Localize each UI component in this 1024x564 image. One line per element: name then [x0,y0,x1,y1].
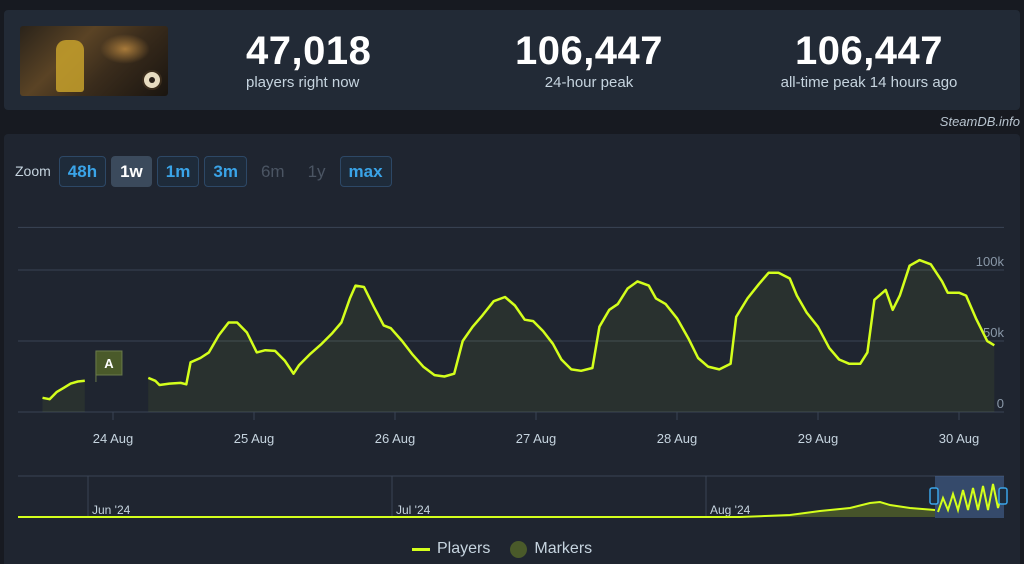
legend-markers[interactable]: Markers [510,540,592,558]
legend-markers-label: Markers [534,540,593,557]
x-tick-label: 24 Aug [93,431,134,446]
navigator-month-label: Jul '24 [396,503,431,517]
navigator-left-handle[interactable] [929,487,939,505]
zoom-1y-button: 1y [307,161,326,181]
marker-flag[interactable] [95,350,123,376]
zoom-6m-button: 6m [260,161,285,181]
zoom-1w-button[interactable]: 1w [111,155,152,187]
navigator-month-label: Jun '24 [92,503,131,517]
y-tick-label: 0 [997,396,1004,411]
navigator-line [18,500,936,518]
x-tick-label: 28 Aug [657,431,698,446]
players-area [148,260,995,412]
x-tick-label: 29 Aug [798,431,839,446]
zoom-1m-button[interactable]: 1m [156,155,200,187]
players-area [42,380,85,412]
zoom-max-button[interactable]: max [339,155,392,187]
navigator-area [18,502,935,517]
chart-panel [4,134,1020,564]
peak-24h-stat: 106,447 24-hour peak [494,30,684,91]
alltime-peak-label: all-time peak 14 hours ago [780,74,958,91]
navigator-right-handle[interactable] [998,487,1008,505]
zoom-48h-button[interactable]: 48h [58,155,107,187]
y-tick-label: 100k [976,254,1005,269]
zoom-controls: Zoom 48h 1w 1m 3m 6m 1y max [15,155,397,187]
x-tick-label: 27 Aug [516,431,557,446]
legend-players[interactable]: Players [412,540,490,558]
x-tick-label: 25 Aug [234,431,275,446]
x-tick-label: 26 Aug [375,431,416,446]
players-series-line[interactable] [147,258,995,387]
zoom-3m-button[interactable]: 3m [204,155,247,187]
legend-players-swatch [412,547,430,551]
current-players-stat: 47,018 players right now [246,30,371,91]
thumbnail-glow [100,34,150,64]
legend-markers-swatch [510,540,528,558]
zoom-label: Zoom [15,163,51,179]
current-players-label: players right now [246,74,360,91]
stats-panel: 47,018 players right now 106,447 24-hour… [4,10,1020,110]
players-series-line[interactable] [42,379,85,401]
game-thumbnail[interactable] [20,26,168,96]
marker-flag-label: A [104,356,114,371]
x-tick-label: 30 Aug [939,431,980,446]
thumbnail-figure [56,40,84,92]
legend-players-label: Players [437,540,491,557]
navigator-month-label: Aug '24 [710,503,751,517]
current-players-value: 47,018 [246,29,372,73]
steamdb-credit[interactable]: SteamDB.info [939,114,1020,129]
eye-logo-icon [142,70,162,90]
peak-24h-value: 106,447 [514,29,664,73]
peak-24h-label: 24-hour peak [544,74,634,91]
y-tick-label: 50k [983,325,1004,340]
navigator-selection[interactable] [935,476,1004,518]
alltime-peak-value: 106,447 [794,29,944,73]
chart-legend: Players Markers [412,540,612,558]
alltime-peak-stat: 106,447 all-time peak 14 hours ago [766,30,972,91]
navigator-selection-line [937,483,1004,514]
